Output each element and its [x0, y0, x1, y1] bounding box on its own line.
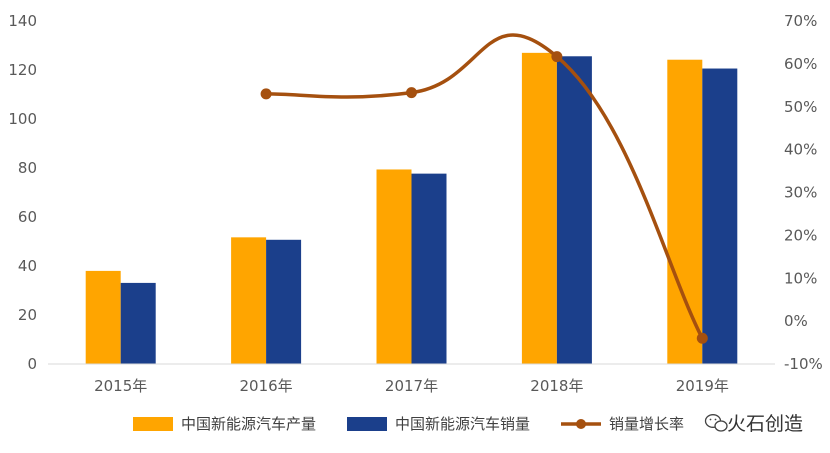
legend-swatch-growth-marker — [576, 419, 586, 429]
category-label: 2018年 — [530, 377, 583, 395]
bar-series0-3 — [521, 52, 557, 364]
bar-series0-4 — [667, 59, 703, 365]
legend-label-production: 中国新能源汽车产量 — [181, 415, 316, 433]
right-tick-label: 40% — [784, 141, 817, 159]
wechat-icon — [704, 414, 728, 432]
bar-series1-4 — [702, 68, 738, 364]
left-axis-ticks: 0 20 40 60 80 100 120 140 — [8, 12, 37, 373]
growth-point-2 — [551, 51, 563, 63]
line-series — [260, 33, 708, 344]
watermark-text: 火石创造 — [727, 413, 803, 435]
growth-point-0 — [260, 88, 272, 100]
left-tick-label: 120 — [8, 61, 37, 79]
growth-line — [266, 33, 704, 340]
left-tick-label: 60 — [18, 208, 37, 226]
bar-series1-1 — [266, 239, 302, 364]
category-label: 2015年 — [94, 377, 147, 395]
left-tick-label: 80 — [18, 159, 37, 177]
bar-series1-0 — [120, 282, 156, 364]
left-tick-label: 140 — [8, 12, 37, 30]
right-tick-label: 70% — [784, 12, 817, 30]
right-tick-label: 60% — [784, 55, 817, 73]
legend-swatch-sales — [347, 417, 387, 431]
category-label: 2017年 — [385, 377, 438, 395]
right-tick-label: 10% — [784, 269, 817, 287]
legend-label-sales: 中国新能源汽车销量 — [395, 415, 530, 433]
bar-series1-3 — [556, 56, 592, 364]
right-tick-label: 0% — [784, 312, 808, 330]
left-tick-label: 40 — [18, 257, 37, 275]
category-label: 2019年 — [676, 377, 729, 395]
category-labels: 2015年 2016年 2017年 2018年 2019年 — [94, 377, 729, 395]
left-tick-label: 20 — [18, 306, 37, 324]
watermark: 火石创造 — [704, 413, 803, 435]
right-tick-label: 50% — [784, 98, 817, 116]
growth-point-3 — [696, 332, 708, 344]
legend-swatch-production — [133, 417, 173, 431]
right-axis-ticks: -10% 0% 10% 20% 30% 40% 50% 60% 70% — [784, 12, 823, 373]
bar-series0-1 — [231, 237, 267, 364]
legend-label-growth: 销量增长率 — [609, 415, 684, 433]
right-tick-label: -10% — [784, 355, 823, 373]
legend: 中国新能源汽车产量 中国新能源汽车销量 销量增长率 — [133, 415, 684, 433]
right-tick-label: 30% — [784, 184, 817, 202]
left-tick-label: 100 — [8, 110, 37, 128]
growth-point-1 — [406, 87, 417, 99]
right-tick-label: 20% — [784, 226, 817, 244]
bar-series1-2 — [411, 173, 447, 364]
bar-series0-2 — [376, 169, 412, 364]
bar-series — [85, 52, 738, 365]
category-label: 2016年 — [240, 377, 293, 395]
bar-series0-0 — [85, 270, 121, 364]
left-tick-label: 0 — [27, 355, 37, 373]
